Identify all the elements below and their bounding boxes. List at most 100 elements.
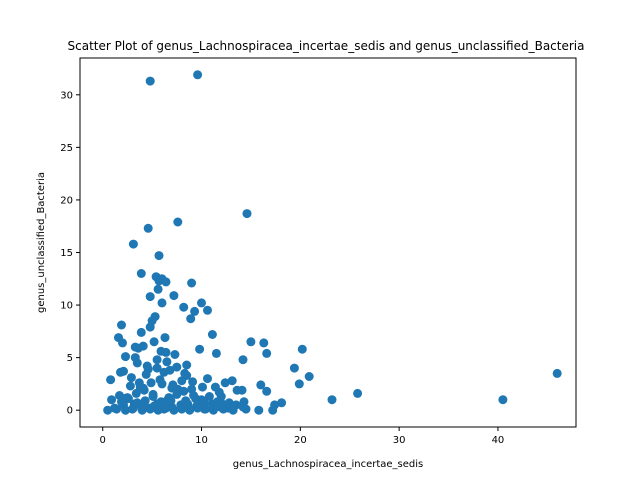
data-point	[238, 402, 248, 412]
data-point	[304, 372, 314, 381]
data-point	[204, 392, 214, 401]
data-point	[238, 355, 248, 365]
data-point	[277, 398, 287, 408]
data-point	[119, 366, 128, 376]
data-point	[186, 314, 196, 324]
data-point	[125, 381, 135, 391]
data-point	[160, 333, 170, 343]
data-point	[190, 306, 200, 316]
data-point	[327, 395, 337, 405]
data-point	[268, 405, 278, 415]
y-tick-label: 30	[60, 90, 73, 101]
data-point	[112, 404, 122, 414]
data-point	[156, 397, 166, 407]
y-tick-label: 25	[60, 143, 73, 154]
data-point	[208, 405, 218, 415]
data-point	[193, 403, 203, 413]
y-tick-label: 15	[60, 248, 73, 259]
data-point	[166, 396, 176, 406]
data-point	[177, 376, 187, 386]
data-point	[289, 363, 299, 373]
x-axis-label: genus_Lachnospiracea_incertae_sedis	[233, 459, 424, 470]
data-point	[161, 403, 171, 413]
data-point	[126, 373, 136, 383]
data-point	[220, 378, 230, 388]
y-tick-label: 20	[60, 195, 73, 206]
data-point	[153, 284, 163, 294]
data-point	[237, 385, 247, 395]
data-point	[187, 384, 197, 394]
data-point	[353, 388, 363, 398]
data-point	[203, 305, 212, 315]
data-point	[254, 405, 264, 415]
y-tick-label: 0	[67, 406, 73, 417]
data-point	[137, 405, 147, 415]
data-point	[107, 395, 117, 405]
data-point	[149, 337, 159, 347]
data-point	[173, 217, 183, 227]
data-points	[103, 70, 562, 415]
data-point	[195, 344, 205, 354]
data-point	[177, 404, 187, 414]
data-point	[152, 355, 162, 365]
data-point	[145, 322, 155, 332]
data-point	[200, 398, 209, 408]
data-point	[132, 398, 142, 408]
data-point	[128, 239, 138, 249]
data-point	[136, 327, 146, 337]
x-tick-label: 20	[294, 435, 307, 446]
data-point	[179, 302, 189, 312]
data-point	[172, 362, 182, 372]
data-point	[227, 376, 237, 386]
data-point	[187, 278, 197, 288]
data-point	[552, 368, 562, 378]
data-point	[152, 363, 162, 373]
data-point	[133, 343, 143, 353]
data-point	[169, 291, 179, 301]
data-point	[139, 385, 149, 395]
data-point	[197, 298, 206, 308]
data-point	[228, 405, 238, 415]
data-point	[193, 70, 203, 80]
data-point	[118, 338, 127, 348]
data-point	[172, 389, 182, 399]
data-point	[154, 276, 164, 286]
data-point	[169, 405, 179, 415]
data-point	[188, 377, 198, 387]
data-point	[106, 375, 116, 385]
data-point	[211, 348, 221, 358]
data-point	[217, 399, 227, 409]
data-point	[149, 401, 159, 411]
data-point	[262, 348, 272, 358]
data-point	[214, 387, 224, 397]
y-tick-label: 5	[67, 353, 73, 364]
data-point	[132, 358, 142, 368]
data-point	[145, 292, 155, 302]
x-tick-label: 0	[100, 435, 106, 446]
data-point	[154, 251, 164, 261]
data-point	[121, 405, 130, 415]
data-point	[242, 209, 252, 219]
data-point	[203, 374, 212, 384]
x-tick-label: 10	[195, 435, 208, 446]
data-point	[121, 352, 130, 362]
data-point	[141, 369, 151, 379]
data-point	[161, 277, 171, 287]
x-tick-label: 30	[393, 435, 406, 446]
data-point	[297, 344, 307, 354]
chart-title: Scatter Plot of genus_Lachnospiracea_inc…	[68, 39, 585, 53]
data-point	[140, 396, 150, 406]
data-point	[170, 350, 180, 359]
y-axis: 0 5 10 15 20 25 30	[60, 90, 80, 417]
data-point	[143, 223, 153, 233]
data-point	[182, 360, 192, 370]
data-point	[256, 380, 266, 390]
data-point	[145, 76, 155, 86]
data-point	[162, 357, 172, 367]
data-point	[142, 361, 152, 371]
data-point	[159, 367, 169, 377]
data-point	[180, 368, 190, 378]
data-point	[161, 347, 171, 357]
data-point	[148, 392, 158, 401]
data-point	[207, 330, 217, 339]
